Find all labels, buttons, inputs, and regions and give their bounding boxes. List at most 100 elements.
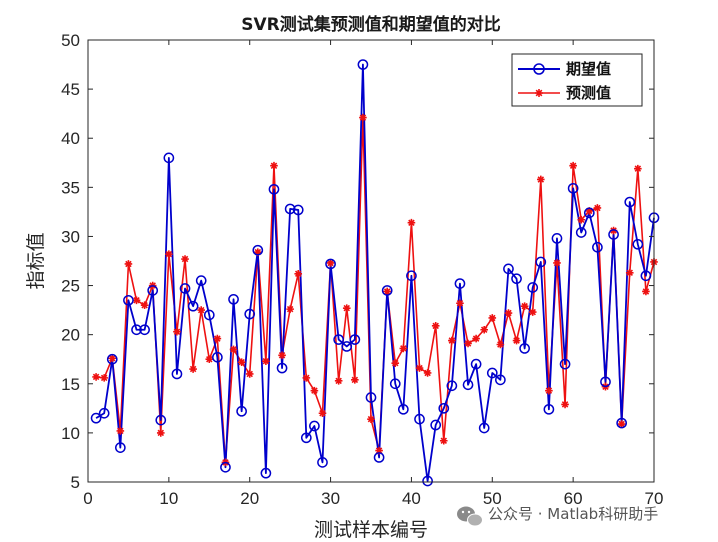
data-point-expected (220, 461, 231, 473)
data-point-expected (139, 324, 150, 336)
data-point-expected (90, 412, 102, 424)
data-point-expected (195, 275, 207, 286)
data-point-expected (632, 238, 644, 250)
data-point-predicted (545, 386, 553, 395)
legend-label-expected: 期望值 (566, 60, 611, 78)
data-point-expected (333, 334, 345, 345)
data-point-predicted (439, 436, 448, 445)
x-tick-label: 40 (402, 489, 421, 508)
data-point-expected (171, 368, 183, 380)
data-point-expected (519, 343, 530, 354)
y-tick-label: 50 (61, 31, 80, 50)
data-point-expected (478, 422, 490, 434)
data-point-expected (624, 196, 636, 208)
plot-frame (87, 39, 655, 483)
x-tick-label: 20 (240, 489, 259, 508)
data-point-expected (131, 324, 142, 336)
data-point-predicted (173, 327, 181, 336)
legend-star-glyph (535, 89, 543, 97)
legend-marker-predicted (535, 89, 543, 97)
data-point-expected (503, 263, 514, 275)
data-point-predicted (270, 161, 278, 170)
data-point-predicted (537, 175, 545, 184)
data-point-predicted (464, 339, 472, 348)
data-point-expected (187, 300, 199, 312)
data-point-expected (430, 419, 442, 431)
data-point-predicted (351, 376, 359, 384)
y-tick-label: 20 (61, 326, 80, 345)
data-point-expected (486, 367, 498, 379)
legend-marker-expected (533, 63, 545, 75)
chart-title: SVR测试集预测值和期望值的对比 (241, 14, 501, 35)
data-point-predicted (472, 334, 480, 343)
data-point-predicted (553, 259, 561, 267)
y-axis-label: 指标值 (25, 232, 47, 289)
data-point-predicted (585, 207, 594, 215)
data-point-expected (608, 229, 619, 240)
data-point-expected (349, 334, 361, 345)
data-point-predicted (593, 204, 602, 212)
data-point-predicted (254, 248, 262, 256)
data-point-expected (470, 358, 482, 370)
y-tick-label: 5 (71, 473, 80, 492)
data-point-expected (567, 182, 579, 194)
data-point-expected (147, 285, 159, 296)
data-point-predicted (431, 322, 440, 330)
data-point-predicted (504, 309, 513, 317)
data-point-expected (260, 467, 272, 479)
data-point-expected (373, 452, 385, 463)
data-point-expected (543, 403, 555, 415)
data-point-expected (511, 273, 522, 285)
data-point-predicted (294, 269, 303, 278)
data-point-predicted (577, 215, 586, 224)
data-point-predicted (480, 325, 488, 334)
data-point-expected (244, 308, 256, 320)
watermark: 公众号 · Matlab科研助手 (457, 505, 658, 527)
data-point-expected (212, 351, 223, 363)
x-tick-label: 60 (564, 489, 583, 508)
data-point-expected (551, 233, 563, 244)
data-point-predicted (375, 446, 383, 455)
data-point-predicted (326, 259, 335, 267)
legend-label-predicted: 预测值 (566, 84, 611, 102)
data-point-predicted (262, 357, 270, 365)
series-line-predicted (95, 116, 655, 464)
data-point-predicted (318, 409, 327, 418)
data-point-expected (300, 432, 312, 444)
data-point-predicted (512, 336, 521, 345)
data-point-predicted (423, 369, 432, 377)
data-point-predicted (286, 305, 294, 313)
data-point-expected (357, 59, 369, 70)
data-point-expected (640, 270, 652, 282)
data-point-expected (592, 241, 603, 253)
data-point-predicted (342, 304, 351, 312)
data-point-expected (284, 203, 296, 215)
data-point-predicted (367, 415, 375, 423)
data-point-expected (106, 353, 118, 365)
data-point-predicted (181, 255, 189, 263)
data-point-predicted (302, 374, 311, 382)
data-point-expected (454, 278, 466, 289)
data-point-predicted (456, 299, 464, 308)
legend: 期望值 预测值 (511, 53, 643, 107)
data-point-predicted (415, 364, 424, 372)
data-point-expected (292, 204, 304, 216)
data-point-expected (381, 285, 393, 296)
data-point-predicted (391, 359, 400, 367)
series-markers (90, 59, 660, 487)
data-point-predicted (205, 355, 214, 364)
x-tick-label: 50 (483, 489, 502, 508)
y-tick-label: 30 (61, 227, 80, 246)
data-point-expected (163, 152, 175, 164)
data-point-predicted (310, 386, 319, 395)
data-point-predicted (642, 287, 650, 296)
data-point-predicted (520, 302, 529, 310)
axis-ticks: 0 10 20 30 40 50 60 70 5 10 15 20 25 30 35 40 45 50 (61, 31, 663, 508)
data-point-predicted (634, 164, 642, 173)
y-tick-label: 45 (61, 80, 80, 99)
x-tick-label: 0 (83, 489, 92, 508)
data-point-expected (389, 378, 401, 390)
data-point-predicted (569, 161, 577, 170)
data-point-expected (422, 475, 433, 487)
data-point-predicted (617, 420, 626, 428)
